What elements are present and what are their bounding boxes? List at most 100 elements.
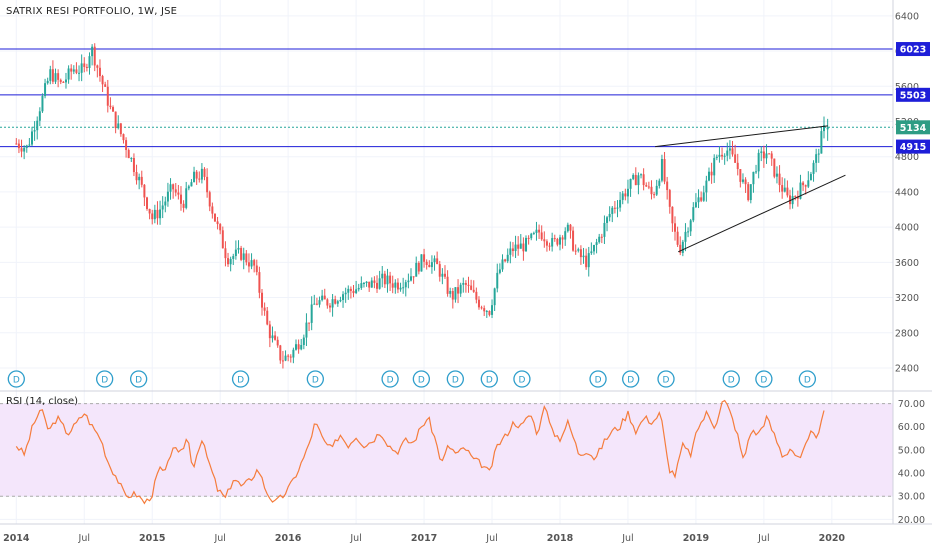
candle-body	[700, 197, 703, 201]
candle-body	[791, 196, 794, 205]
candle-body	[49, 69, 52, 81]
price-tick-label: 2400	[895, 363, 919, 374]
time-tick-label: 2014	[3, 533, 30, 544]
candle-body	[187, 186, 190, 189]
candle-body	[28, 144, 31, 146]
candle-body	[394, 282, 397, 288]
candle-body	[454, 287, 457, 300]
candlestick-series	[15, 43, 829, 369]
candle-body	[802, 182, 805, 186]
candle-body	[219, 224, 222, 231]
candle-body	[240, 247, 243, 260]
candle-body	[624, 193, 627, 197]
price-tick-label: 4400	[895, 187, 919, 198]
time-tick-label: Jul	[621, 533, 633, 544]
rsi-tick-label: 20.00	[898, 515, 925, 526]
candle-body	[305, 322, 308, 338]
candle-body	[564, 231, 567, 240]
candle-body	[757, 152, 760, 172]
candle-body	[477, 299, 480, 308]
candle-body	[59, 79, 62, 82]
candle-body	[804, 185, 807, 187]
candle-body	[723, 155, 726, 157]
candle-body	[692, 207, 695, 221]
candle-body	[292, 349, 295, 358]
candle-body	[323, 295, 326, 300]
candle-body	[179, 194, 182, 204]
candle-body	[151, 213, 154, 220]
candle-body	[274, 335, 277, 340]
candle-body	[185, 188, 188, 208]
price-levels	[0, 48, 893, 148]
dividend-marker	[306, 370, 324, 388]
price-tick-label: 4800	[895, 152, 919, 163]
rsi-line	[15, 399, 825, 505]
candle-body	[159, 209, 162, 219]
candle-body	[127, 150, 130, 159]
candle-body	[245, 253, 248, 263]
candle-body	[574, 250, 577, 252]
candle-body	[119, 123, 122, 135]
candle-body	[532, 232, 535, 234]
candle-body	[755, 171, 758, 173]
candle-body	[104, 84, 107, 87]
price-level-badge	[896, 139, 930, 154]
candle-body	[164, 201, 167, 206]
price-level-label: 4915	[900, 142, 926, 153]
price-level-label: 5503	[900, 90, 926, 101]
candle-body	[70, 68, 73, 72]
candle-body	[368, 281, 371, 288]
candle-body	[146, 197, 149, 209]
candle-body	[773, 158, 776, 177]
candle-body	[728, 148, 731, 151]
candle-body	[172, 184, 175, 190]
candle-body	[334, 299, 337, 304]
candle-body	[78, 72, 81, 74]
candle-body	[525, 237, 528, 252]
candle-body	[514, 244, 517, 252]
candle-body	[399, 287, 402, 290]
candle-body	[143, 184, 146, 198]
candle-body	[211, 206, 214, 214]
dividend-marker-label: D	[135, 376, 142, 386]
candle-body	[687, 231, 690, 233]
dividend-marker	[480, 370, 498, 388]
price-tick-label: 6400	[895, 11, 919, 22]
candle-body	[653, 194, 656, 196]
candle-body	[310, 304, 313, 323]
candle-body	[284, 355, 287, 361]
candle-body	[734, 154, 737, 163]
time-tick-label: 2020	[819, 533, 846, 544]
candle-body	[169, 184, 172, 192]
dividend-marker-label: D	[13, 376, 20, 386]
candle-body	[328, 305, 331, 308]
dividend-marker	[622, 370, 640, 388]
candle-body	[57, 73, 60, 80]
dividend-marker-label: D	[101, 376, 108, 386]
candle-body	[373, 280, 376, 283]
candle-body	[206, 176, 209, 193]
candle-body	[83, 63, 86, 67]
candle-body	[234, 249, 237, 257]
candle-body	[590, 251, 593, 254]
candle-body	[349, 288, 352, 291]
candle-body	[140, 176, 143, 185]
candle-body	[62, 81, 65, 83]
candle-body	[415, 262, 418, 277]
candle-body	[530, 233, 533, 239]
candle-body	[702, 192, 705, 201]
candle-body	[130, 158, 133, 160]
candle-body	[347, 288, 350, 293]
candle-body	[715, 156, 718, 158]
candle-body	[807, 180, 810, 187]
dividend-marker-label: D	[518, 376, 525, 386]
candle-body	[606, 217, 609, 223]
candle-body	[640, 174, 643, 176]
time-tick-label: Jul	[213, 533, 225, 544]
price-level-badge	[896, 87, 930, 102]
dividend-marker	[722, 370, 740, 388]
candle-body	[342, 294, 345, 300]
